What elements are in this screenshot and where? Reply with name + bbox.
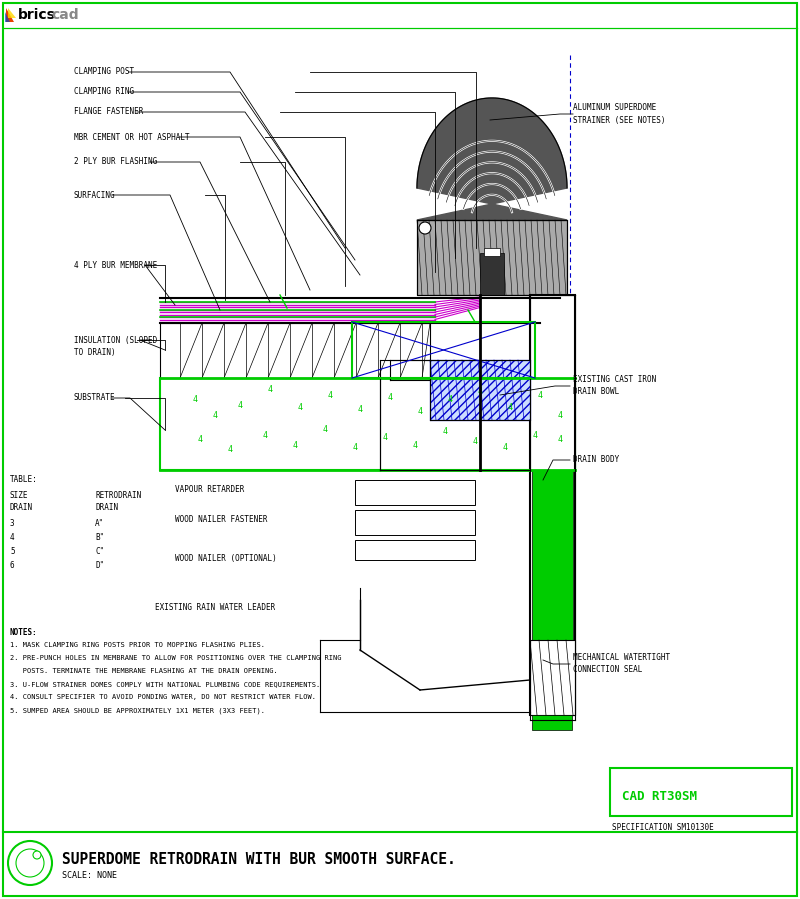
Text: SPECIFICATION SM10130E: SPECIFICATION SM10130E — [612, 823, 714, 832]
Bar — [610, 768, 792, 816]
Text: POSTS. TERMINATE THE MEMBRANE FLASHING AT THE DRAIN OPENING.: POSTS. TERMINATE THE MEMBRANE FLASHING A… — [10, 668, 278, 674]
Text: 4: 4 — [442, 428, 447, 437]
Circle shape — [33, 851, 41, 859]
Text: DRAIN: DRAIN — [95, 503, 118, 512]
Text: EXISTING CAST IRON: EXISTING CAST IRON — [573, 376, 656, 385]
Text: MECHANICAL WATERTIGHT: MECHANICAL WATERTIGHT — [573, 654, 670, 663]
Bar — [355, 540, 475, 560]
Polygon shape — [6, 8, 14, 22]
Text: 4: 4 — [10, 533, 14, 542]
Text: TABLE:: TABLE: — [10, 475, 38, 484]
Text: NOTES:: NOTES: — [10, 628, 38, 637]
Text: 4: 4 — [353, 443, 358, 452]
Text: 4: 4 — [533, 431, 538, 440]
Text: 4: 4 — [502, 443, 507, 452]
Text: 5: 5 — [10, 547, 14, 556]
Bar — [430, 360, 530, 420]
Text: WOOD NAILER FASTENER: WOOD NAILER FASTENER — [175, 515, 267, 524]
Bar — [160, 378, 575, 470]
Text: STRAINER (SEE NOTES): STRAINER (SEE NOTES) — [573, 115, 666, 124]
Text: DRAIN: DRAIN — [10, 503, 33, 512]
Text: 4: 4 — [418, 407, 422, 416]
Text: 4: 4 — [322, 425, 327, 434]
Text: 4: 4 — [262, 431, 267, 440]
Text: brics: brics — [18, 8, 56, 22]
Text: 4: 4 — [447, 396, 453, 405]
Text: 4: 4 — [507, 404, 513, 413]
Text: ALUMINUM SUPERDOME: ALUMINUM SUPERDOME — [573, 103, 656, 112]
Text: SIZE: SIZE — [10, 491, 29, 500]
Text: RETRODRAIN: RETRODRAIN — [95, 491, 142, 500]
Bar — [160, 323, 430, 378]
Text: TO DRAIN): TO DRAIN) — [74, 349, 116, 358]
Text: 3: 3 — [10, 519, 14, 528]
Text: 4: 4 — [387, 394, 393, 403]
Text: 4 PLY BUR MEMBRANE: 4 PLY BUR MEMBRANE — [74, 261, 158, 270]
Text: 4: 4 — [298, 404, 302, 413]
Text: 4: 4 — [473, 438, 478, 447]
Circle shape — [419, 222, 431, 234]
Polygon shape — [8, 8, 16, 18]
Text: 4: 4 — [327, 390, 333, 399]
Text: 4: 4 — [538, 390, 542, 399]
Text: 4: 4 — [358, 405, 362, 414]
Text: MBR CEMENT OR HOT ASPHALT: MBR CEMENT OR HOT ASPHALT — [74, 132, 190, 141]
Text: SURFACING: SURFACING — [74, 191, 116, 200]
Bar — [355, 480, 475, 505]
Bar — [530, 295, 575, 715]
Text: VAPOUR RETARDER: VAPOUR RETARDER — [175, 485, 244, 494]
Text: FLANGE FASTENER: FLANGE FASTENER — [74, 108, 143, 117]
Text: A": A" — [95, 519, 104, 528]
Text: INSULATION (SLOPED: INSULATION (SLOPED — [74, 335, 158, 344]
Text: 5. SUMPED AREA SHOULD BE APPROXIMATELY 1X1 METER (3X3 FEET).: 5. SUMPED AREA SHOULD BE APPROXIMATELY 1… — [10, 707, 265, 714]
Text: 4: 4 — [193, 396, 198, 405]
Text: EXISTING RAIN WATER LEADER: EXISTING RAIN WATER LEADER — [155, 603, 275, 612]
Bar — [532, 470, 573, 715]
Text: SUBSTRATE: SUBSTRATE — [74, 394, 116, 403]
Text: 4: 4 — [558, 435, 562, 444]
Text: 4: 4 — [478, 387, 482, 396]
Text: 4: 4 — [227, 446, 233, 455]
Text: 2 PLY BUR FLASHING: 2 PLY BUR FLASHING — [74, 157, 158, 166]
Text: 4: 4 — [198, 435, 202, 444]
Bar — [417, 220, 567, 295]
Text: 4: 4 — [267, 386, 273, 395]
Text: CONNECTION SEAL: CONNECTION SEAL — [573, 665, 642, 674]
Text: 4: 4 — [558, 411, 562, 420]
Bar — [532, 715, 572, 730]
Text: 4: 4 — [213, 411, 218, 420]
Text: 4. CONSULT SPECIFIER TO AVOID PONDING WATER, DO NOT RESTRICT WATER FLOW.: 4. CONSULT SPECIFIER TO AVOID PONDING WA… — [10, 694, 316, 700]
Circle shape — [16, 849, 44, 877]
Text: 4: 4 — [238, 400, 242, 410]
Text: CLAMPING RING: CLAMPING RING — [74, 87, 134, 96]
Bar — [417, 220, 567, 295]
Polygon shape — [5, 12, 10, 22]
Text: SCALE: NONE: SCALE: NONE — [62, 871, 117, 880]
Text: B": B" — [95, 533, 104, 542]
Text: cad: cad — [51, 8, 78, 22]
Bar — [355, 510, 475, 535]
Bar — [480, 253, 504, 295]
Text: 3. U-FLOW STRAINER DOMES COMPLY WITH NATIONAL PLUMBING CODE REQUIREMENTS.: 3. U-FLOW STRAINER DOMES COMPLY WITH NAT… — [10, 681, 320, 687]
Text: 1. MASK CLAMPING RING POSTS PRIOR TO MOPPING FLASHING PLIES.: 1. MASK CLAMPING RING POSTS PRIOR TO MOP… — [10, 642, 265, 648]
Text: 2. PRE-PUNCH HOLES IN MEMBRANE TO ALLOW FOR POSITIONING OVER THE CLAMPING RING: 2. PRE-PUNCH HOLES IN MEMBRANE TO ALLOW … — [10, 655, 342, 661]
Bar — [430, 360, 530, 420]
Text: D": D" — [95, 561, 104, 570]
Bar — [530, 640, 575, 715]
Text: WOOD NAILER (OPTIONAL): WOOD NAILER (OPTIONAL) — [175, 554, 277, 563]
Bar — [484, 248, 500, 256]
Text: 4: 4 — [382, 433, 387, 442]
Text: C": C" — [95, 547, 104, 556]
Polygon shape — [417, 98, 567, 220]
Text: CAD RT30SM: CAD RT30SM — [622, 790, 697, 804]
Bar — [352, 322, 535, 378]
Text: 4: 4 — [293, 441, 298, 450]
Text: 6: 6 — [10, 561, 14, 570]
Text: CLAMPING POST: CLAMPING POST — [74, 67, 134, 76]
Text: DRAIN BOWL: DRAIN BOWL — [573, 387, 619, 396]
Circle shape — [8, 841, 52, 885]
Text: 4: 4 — [413, 441, 418, 450]
Text: DRAIN BODY: DRAIN BODY — [573, 456, 619, 465]
Text: SUPERDOME RETRODRAIN WITH BUR SMOOTH SURFACE.: SUPERDOME RETRODRAIN WITH BUR SMOOTH SUR… — [62, 852, 456, 867]
